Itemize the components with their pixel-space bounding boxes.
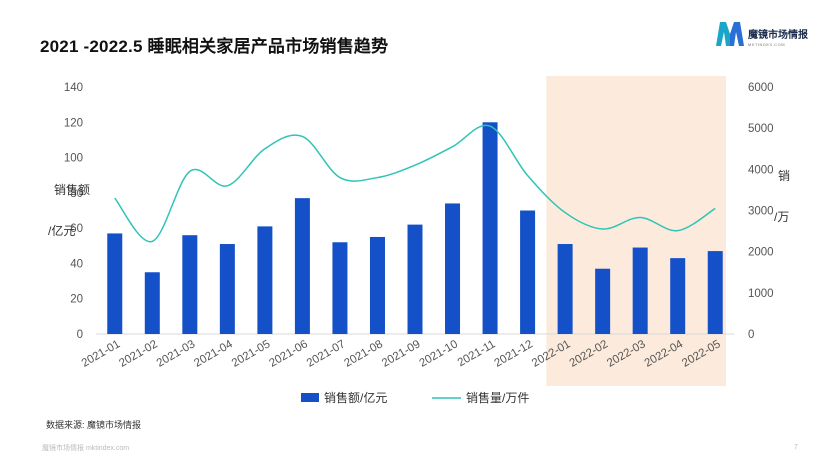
data-source: 数据来源: 魔镜市场情报 [46, 420, 142, 430]
left-tick-100: 100 [64, 153, 83, 165]
right-tick-4000: 4000 [748, 164, 774, 176]
right-tick-5000: 5000 [748, 123, 774, 135]
bar-2021-03 [182, 235, 198, 334]
legend-bar-swatch [301, 393, 319, 402]
x-tick-2021-12: 2021-12 [493, 338, 536, 370]
bar-2022-04 [670, 258, 686, 334]
left-tick-20: 20 [70, 294, 83, 306]
bar-2021-12 [520, 210, 536, 334]
right-axis-ticks: 0 1000 2000 3000 4000 5000 6000 [748, 82, 774, 341]
x-tick-2021-02: 2021-02 [117, 338, 160, 370]
bar-2021-05 [257, 226, 273, 334]
x-tick-2021-10: 2021-10 [417, 338, 460, 370]
page-number: 7 [794, 444, 798, 451]
bar-2021-10 [445, 203, 461, 334]
bar-series [107, 122, 723, 335]
x-tick-2021-09: 2021-09 [380, 338, 423, 370]
left-tick-140: 140 [64, 82, 83, 94]
x-tick-2021-03: 2021-03 [155, 338, 198, 370]
left-tick-120: 120 [64, 117, 83, 129]
x-tick-2021-06: 2021-06 [267, 338, 310, 370]
bar-2021-06 [294, 198, 310, 334]
bar-2021-01 [107, 233, 123, 334]
left-tick-0: 0 [77, 329, 83, 341]
right-tick-3000: 3000 [748, 206, 774, 218]
line-series-sales-volume [114, 124, 716, 243]
right-tick-2000: 2000 [748, 247, 774, 259]
left-tick-40: 40 [70, 258, 83, 270]
logo-name: 魔镜市场情报 [748, 30, 808, 41]
legend-line-label: 销售量/万件 [466, 390, 529, 405]
legend-bar-label: 销售额/亿元 [324, 390, 387, 405]
x-tick-2021-01: 2021-01 [80, 338, 123, 370]
right-tick-0: 0 [748, 329, 754, 341]
left-axis-ticks: 0 20 40 60 80 100 120 140 [64, 82, 83, 341]
bar-2021-07 [332, 242, 348, 334]
page-title: 2021 -2022.5 睡眠相关家居产品市场销售趋势 [40, 37, 389, 56]
left-tick-60: 60 [70, 223, 83, 235]
left-axis-label-line2: /亿元 [48, 223, 75, 238]
brand-logo: 魔镜市场情报 MKTINDEX.COM [714, 18, 814, 56]
bar-2022-03 [632, 247, 648, 334]
x-tick-2021-05: 2021-05 [230, 338, 273, 370]
bar-2021-08 [369, 236, 385, 334]
x-tick-2021-08: 2021-08 [342, 338, 385, 370]
right-tick-6000: 6000 [748, 82, 774, 94]
footer-watermark: 魔镜市场情报 mktindex.com [42, 445, 130, 452]
left-tick-80: 80 [70, 188, 83, 200]
right-axis-label-line2: /万 [774, 210, 789, 224]
bar-2022-01 [557, 244, 573, 334]
logo-m-icon [716, 22, 744, 46]
bar-2022-02 [595, 268, 611, 334]
bar-2021-04 [219, 244, 235, 334]
bar-2022-05 [707, 251, 723, 334]
highlight-region-2022 [546, 76, 726, 386]
x-tick-2021-04: 2021-04 [192, 338, 235, 370]
legend: 销售额/亿元 销售量/万件 [301, 390, 529, 405]
bar-2021-02 [144, 272, 160, 334]
x-tick-2021-07: 2021-07 [305, 338, 348, 370]
right-axis-label-line1: 销 [778, 169, 790, 183]
bar-2021-11 [482, 122, 498, 335]
bar-2021-09 [407, 224, 423, 334]
left-axis-label-line1: 销售额 [54, 182, 90, 197]
x-tick-2021-11: 2021-11 [456, 338, 498, 369]
right-tick-1000: 1000 [748, 288, 774, 300]
logo-subtitle: MKTINDEX.COM [748, 42, 786, 47]
